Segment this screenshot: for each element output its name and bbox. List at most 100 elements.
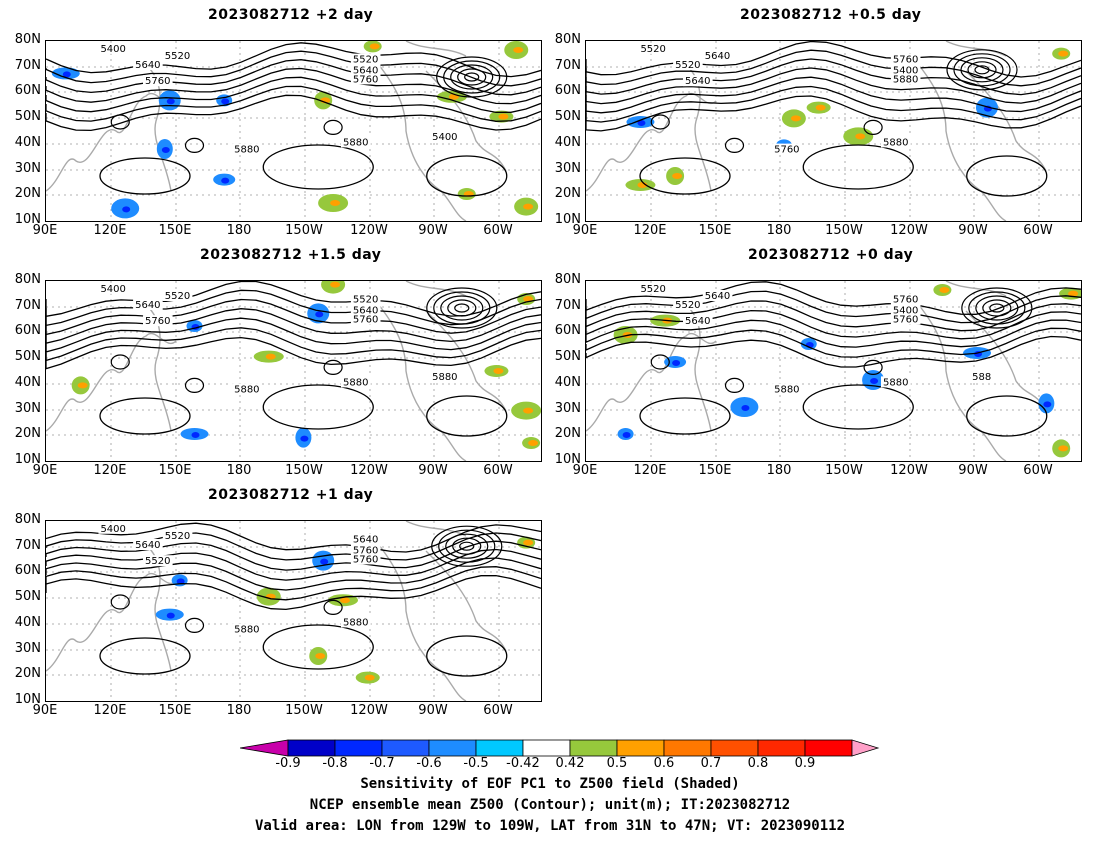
contour-label: 5880 <box>774 385 799 396</box>
lon-label: 150E <box>158 463 192 478</box>
lat-label: 20N <box>14 186 41 201</box>
map-panel-0day: 5520 5640 5520 5640 5760 5400 5760 5880 5880 588 <box>585 280 1082 462</box>
contour-label: 5640 <box>353 305 378 316</box>
lon-label: 90W <box>418 703 448 718</box>
contour-label: 588 <box>972 372 991 383</box>
lat-label: 50N <box>14 589 41 604</box>
lon-label: 60W <box>1023 223 1053 238</box>
lon-label: 150E <box>158 703 192 718</box>
lat-label: 70N <box>14 538 41 553</box>
lon-label: 150E <box>698 463 732 478</box>
contour-label: 5520 <box>165 531 190 542</box>
contour-label: 5520 <box>353 55 378 66</box>
colorbar-swatch <box>522 739 571 757</box>
lon-label: 120W <box>350 223 388 238</box>
lat-label: 30N <box>554 161 581 176</box>
lat-label: 40N <box>14 375 41 390</box>
contour-label: 5760 <box>893 314 918 325</box>
lon-label: 90E <box>572 463 598 478</box>
contour-label: 5520 <box>353 295 378 306</box>
lat-label: 50N <box>554 109 581 124</box>
lon-label: 120E <box>93 223 127 238</box>
lon-label: 120E <box>633 463 667 478</box>
contour-label: 5880 <box>432 372 457 383</box>
contour-label: 5640 <box>705 291 730 302</box>
colorbar-swatch <box>428 739 477 757</box>
lon-label: 60W <box>483 463 513 478</box>
contour-label: 5760 <box>893 55 918 66</box>
lon-label: 120E <box>93 703 127 718</box>
lat-label: 50N <box>14 109 41 124</box>
lat-label: 30N <box>554 401 581 416</box>
lat-label: 50N <box>14 349 41 364</box>
panel-title-2day: 2023082712 +2 day <box>208 7 374 23</box>
lat-label: 30N <box>14 641 41 656</box>
contour-label: 5760 <box>145 316 170 327</box>
contour-label: 5640 <box>685 76 710 87</box>
lon-label: 150W <box>285 223 323 238</box>
lat-label: 60N <box>14 323 41 338</box>
map-panel-05day: 5520 5640 5520 5640 5760 5400 5880 5760 5880 <box>585 40 1082 222</box>
lat-label: 80N <box>14 32 41 47</box>
lon-label: 60W <box>483 223 513 238</box>
lon-label: 90W <box>958 223 988 238</box>
lon-label: 60W <box>1023 463 1053 478</box>
lon-label: 90W <box>418 463 448 478</box>
lon-label: 150W <box>285 703 323 718</box>
colorbar-tick-label: -0.42 <box>506 756 540 771</box>
contour-label: 5880 <box>234 625 259 636</box>
lat-label: 80N <box>14 272 41 287</box>
lat-label: 30N <box>14 161 41 176</box>
colorbar-swatch <box>475 739 524 757</box>
colorbar-tick-label: -0.5 <box>463 756 489 771</box>
contour-label: 5760 <box>774 145 799 156</box>
lon-label: 90E <box>32 223 58 238</box>
contour-label: 5880 <box>883 137 908 148</box>
lat-label: 20N <box>554 426 581 441</box>
lat-label: 30N <box>14 401 41 416</box>
contour-label: 5640 <box>135 300 160 311</box>
lon-label: 120W <box>890 223 928 238</box>
contour-label: 5520 <box>640 284 665 295</box>
lon-label: 150W <box>825 223 863 238</box>
lat-label: 60N <box>14 563 41 578</box>
lon-label: 180 <box>226 703 252 718</box>
lon-label: 120W <box>890 463 928 478</box>
colorbar-swatch <box>616 739 665 757</box>
contour-label: 5880 <box>234 385 259 396</box>
contour-label: 5400 <box>893 65 918 76</box>
colorbar-tick-label: -0.9 <box>275 756 301 771</box>
lat-label: 80N <box>554 32 581 47</box>
contour-label: 5880 <box>883 377 908 388</box>
contour-label: 5400 <box>893 305 918 316</box>
lon-label: 150W <box>825 463 863 478</box>
lat-label: 10N <box>14 692 41 707</box>
footer-subtitle: NCEP ensemble mean Z500 (Contour); unit(… <box>309 797 791 813</box>
contour-label: 5520 <box>165 51 190 62</box>
colorbar-swatch <box>381 739 430 757</box>
colorbar-swatch <box>757 739 806 757</box>
lon-label: 90E <box>32 463 58 478</box>
lat-label: 10N <box>554 452 581 467</box>
lat-label: 70N <box>14 58 41 73</box>
map-panel-1day: 5400 5520 5640 5520 5640 5760 5760 5880 5880 <box>45 520 542 702</box>
lon-label: 120E <box>93 463 127 478</box>
contour-label: 5760 <box>145 76 170 87</box>
colorbar-swatch <box>663 739 712 757</box>
colorbar-swatch <box>287 739 336 757</box>
lon-label: 60W <box>483 703 513 718</box>
panel-title-0day: 2023082712 +0 day <box>748 247 914 263</box>
map-panel-2day: 5400 5520 5640 5760 5520 5640 5760 5880 5880 5400 <box>45 40 542 222</box>
lat-label: 40N <box>14 135 41 150</box>
lon-label: 120W <box>350 463 388 478</box>
contour-label: 5760 <box>353 554 378 565</box>
lon-label: 90W <box>418 223 448 238</box>
colorbar-swatch <box>569 739 618 757</box>
map-panel-15day: 5400 5520 5640 5760 5520 5640 5760 5880 5880 5880 <box>45 280 542 462</box>
lat-label: 40N <box>554 375 581 390</box>
panel-title-05day: 2023082712 +0.5 day <box>740 7 922 23</box>
contour-label: 5880 <box>893 74 918 85</box>
